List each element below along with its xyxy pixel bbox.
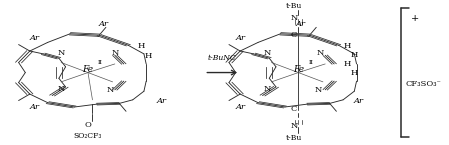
Text: Ar: Ar [29,103,39,111]
Text: SO₂CF₃: SO₂CF₃ [74,132,102,140]
Text: H: H [344,60,351,68]
Text: H: H [145,52,152,60]
Text: H: H [351,51,358,59]
Text: C: C [291,31,297,39]
Text: Ar: Ar [354,97,364,105]
Text: t-Bu: t-Bu [286,134,302,142]
Text: N: N [290,14,298,22]
Text: H: H [138,42,145,50]
Text: N: N [57,49,65,57]
Text: H: H [351,69,358,77]
Text: Ar: Ar [235,103,245,111]
Text: N: N [107,86,114,94]
Text: N: N [315,86,322,94]
Text: C: C [291,105,297,113]
Text: N: N [263,85,271,93]
Text: Ar: Ar [235,34,245,42]
Text: Ar: Ar [29,34,39,42]
Text: H: H [344,42,351,50]
Text: Ar: Ar [157,97,167,105]
Text: N: N [263,49,271,57]
Text: t-BuNC: t-BuNC [208,54,237,62]
Text: t-Bu: t-Bu [286,2,302,10]
Text: +: + [410,13,419,22]
Text: II: II [308,60,313,65]
Text: Fe: Fe [83,65,93,74]
Text: Ar: Ar [99,20,109,28]
Text: N: N [57,85,65,93]
Text: CF₃SO₃⁻: CF₃SO₃⁻ [406,80,442,88]
Text: N: N [317,49,325,57]
Text: N: N [290,122,298,130]
Text: Ar: Ar [295,20,306,28]
Text: N: N [111,49,119,57]
Text: II: II [98,60,103,65]
Text: Fe: Fe [293,65,304,74]
Text: O: O [84,121,92,129]
